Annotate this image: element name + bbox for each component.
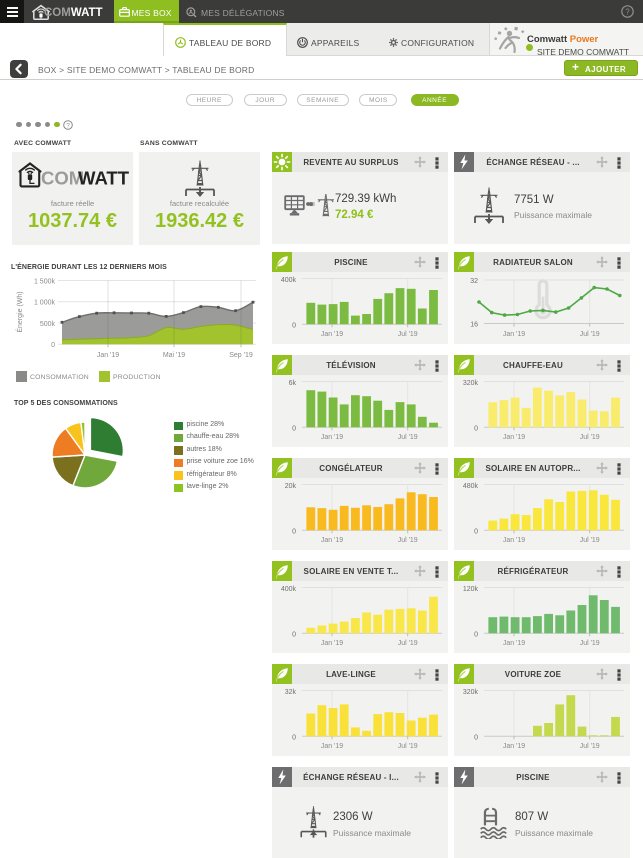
svg-text:Énergie (Wh): Énergie (Wh) [15, 291, 24, 332]
svg-text:Jul '19: Jul '19 [580, 331, 600, 338]
svg-text:0: 0 [292, 734, 296, 741]
svg-text:0: 0 [474, 631, 478, 638]
svg-text:32k: 32k [285, 689, 297, 696]
svg-text:20k: 20k [285, 483, 297, 490]
svg-text:Jan '19: Jan '19 [503, 743, 525, 750]
svg-text:Mai '19: Mai '19 [163, 352, 185, 359]
svg-text:Jan '19: Jan '19 [321, 331, 343, 338]
svg-text:0: 0 [474, 734, 478, 741]
svg-text:Jul '19: Jul '19 [580, 743, 600, 750]
svg-text:Sep '19: Sep '19 [229, 352, 253, 359]
svg-text:400k: 400k [281, 277, 297, 284]
svg-text:0: 0 [292, 322, 296, 329]
svg-text:Jan '19: Jan '19 [321, 743, 343, 750]
svg-text:Jan '19: Jan '19 [503, 537, 525, 544]
svg-text:1 000k: 1 000k [34, 300, 56, 307]
svg-text:6k: 6k [289, 380, 297, 387]
svg-text:0: 0 [51, 342, 55, 349]
svg-text:Jan '19: Jan '19 [321, 537, 343, 544]
svg-text:480k: 480k [463, 483, 479, 490]
svg-text:WATT: WATT [78, 168, 130, 189]
svg-text:Jul '19: Jul '19 [398, 537, 418, 544]
svg-text:0: 0 [292, 528, 296, 535]
svg-text:320k: 320k [463, 380, 479, 387]
svg-text:?: ? [66, 122, 70, 129]
svg-text:Jan '19: Jan '19 [503, 434, 525, 441]
svg-text:320k: 320k [463, 689, 479, 696]
svg-text:Jan '19: Jan '19 [97, 352, 119, 359]
svg-text:400k: 400k [281, 586, 297, 593]
svg-text:Jul '19: Jul '19 [580, 434, 600, 441]
svg-text:0: 0 [474, 425, 478, 432]
svg-text:32: 32 [470, 278, 478, 285]
svg-text:0: 0 [474, 528, 478, 535]
svg-text:Jan '19: Jan '19 [321, 434, 343, 441]
svg-text:Jan '19: Jan '19 [503, 640, 525, 647]
svg-text:Jul '19: Jul '19 [398, 743, 418, 750]
svg-text:1 500k: 1 500k [34, 279, 56, 286]
svg-text:?: ? [625, 7, 630, 16]
svg-text:Jan '19: Jan '19 [321, 640, 343, 647]
svg-text:COM: COM [41, 168, 84, 189]
svg-text:Jan '19: Jan '19 [503, 331, 525, 338]
svg-text:Jul '19: Jul '19 [398, 434, 418, 441]
svg-text:Jul '19: Jul '19 [580, 640, 600, 647]
svg-text:Jul '19: Jul '19 [398, 640, 418, 647]
svg-text:16: 16 [470, 322, 478, 329]
svg-text:120k: 120k [463, 586, 479, 593]
svg-text:0: 0 [292, 631, 296, 638]
svg-text:0: 0 [292, 425, 296, 432]
svg-text:Jul '19: Jul '19 [398, 331, 418, 338]
svg-text:Jul '19: Jul '19 [580, 537, 600, 544]
svg-text:500k: 500k [40, 321, 56, 328]
